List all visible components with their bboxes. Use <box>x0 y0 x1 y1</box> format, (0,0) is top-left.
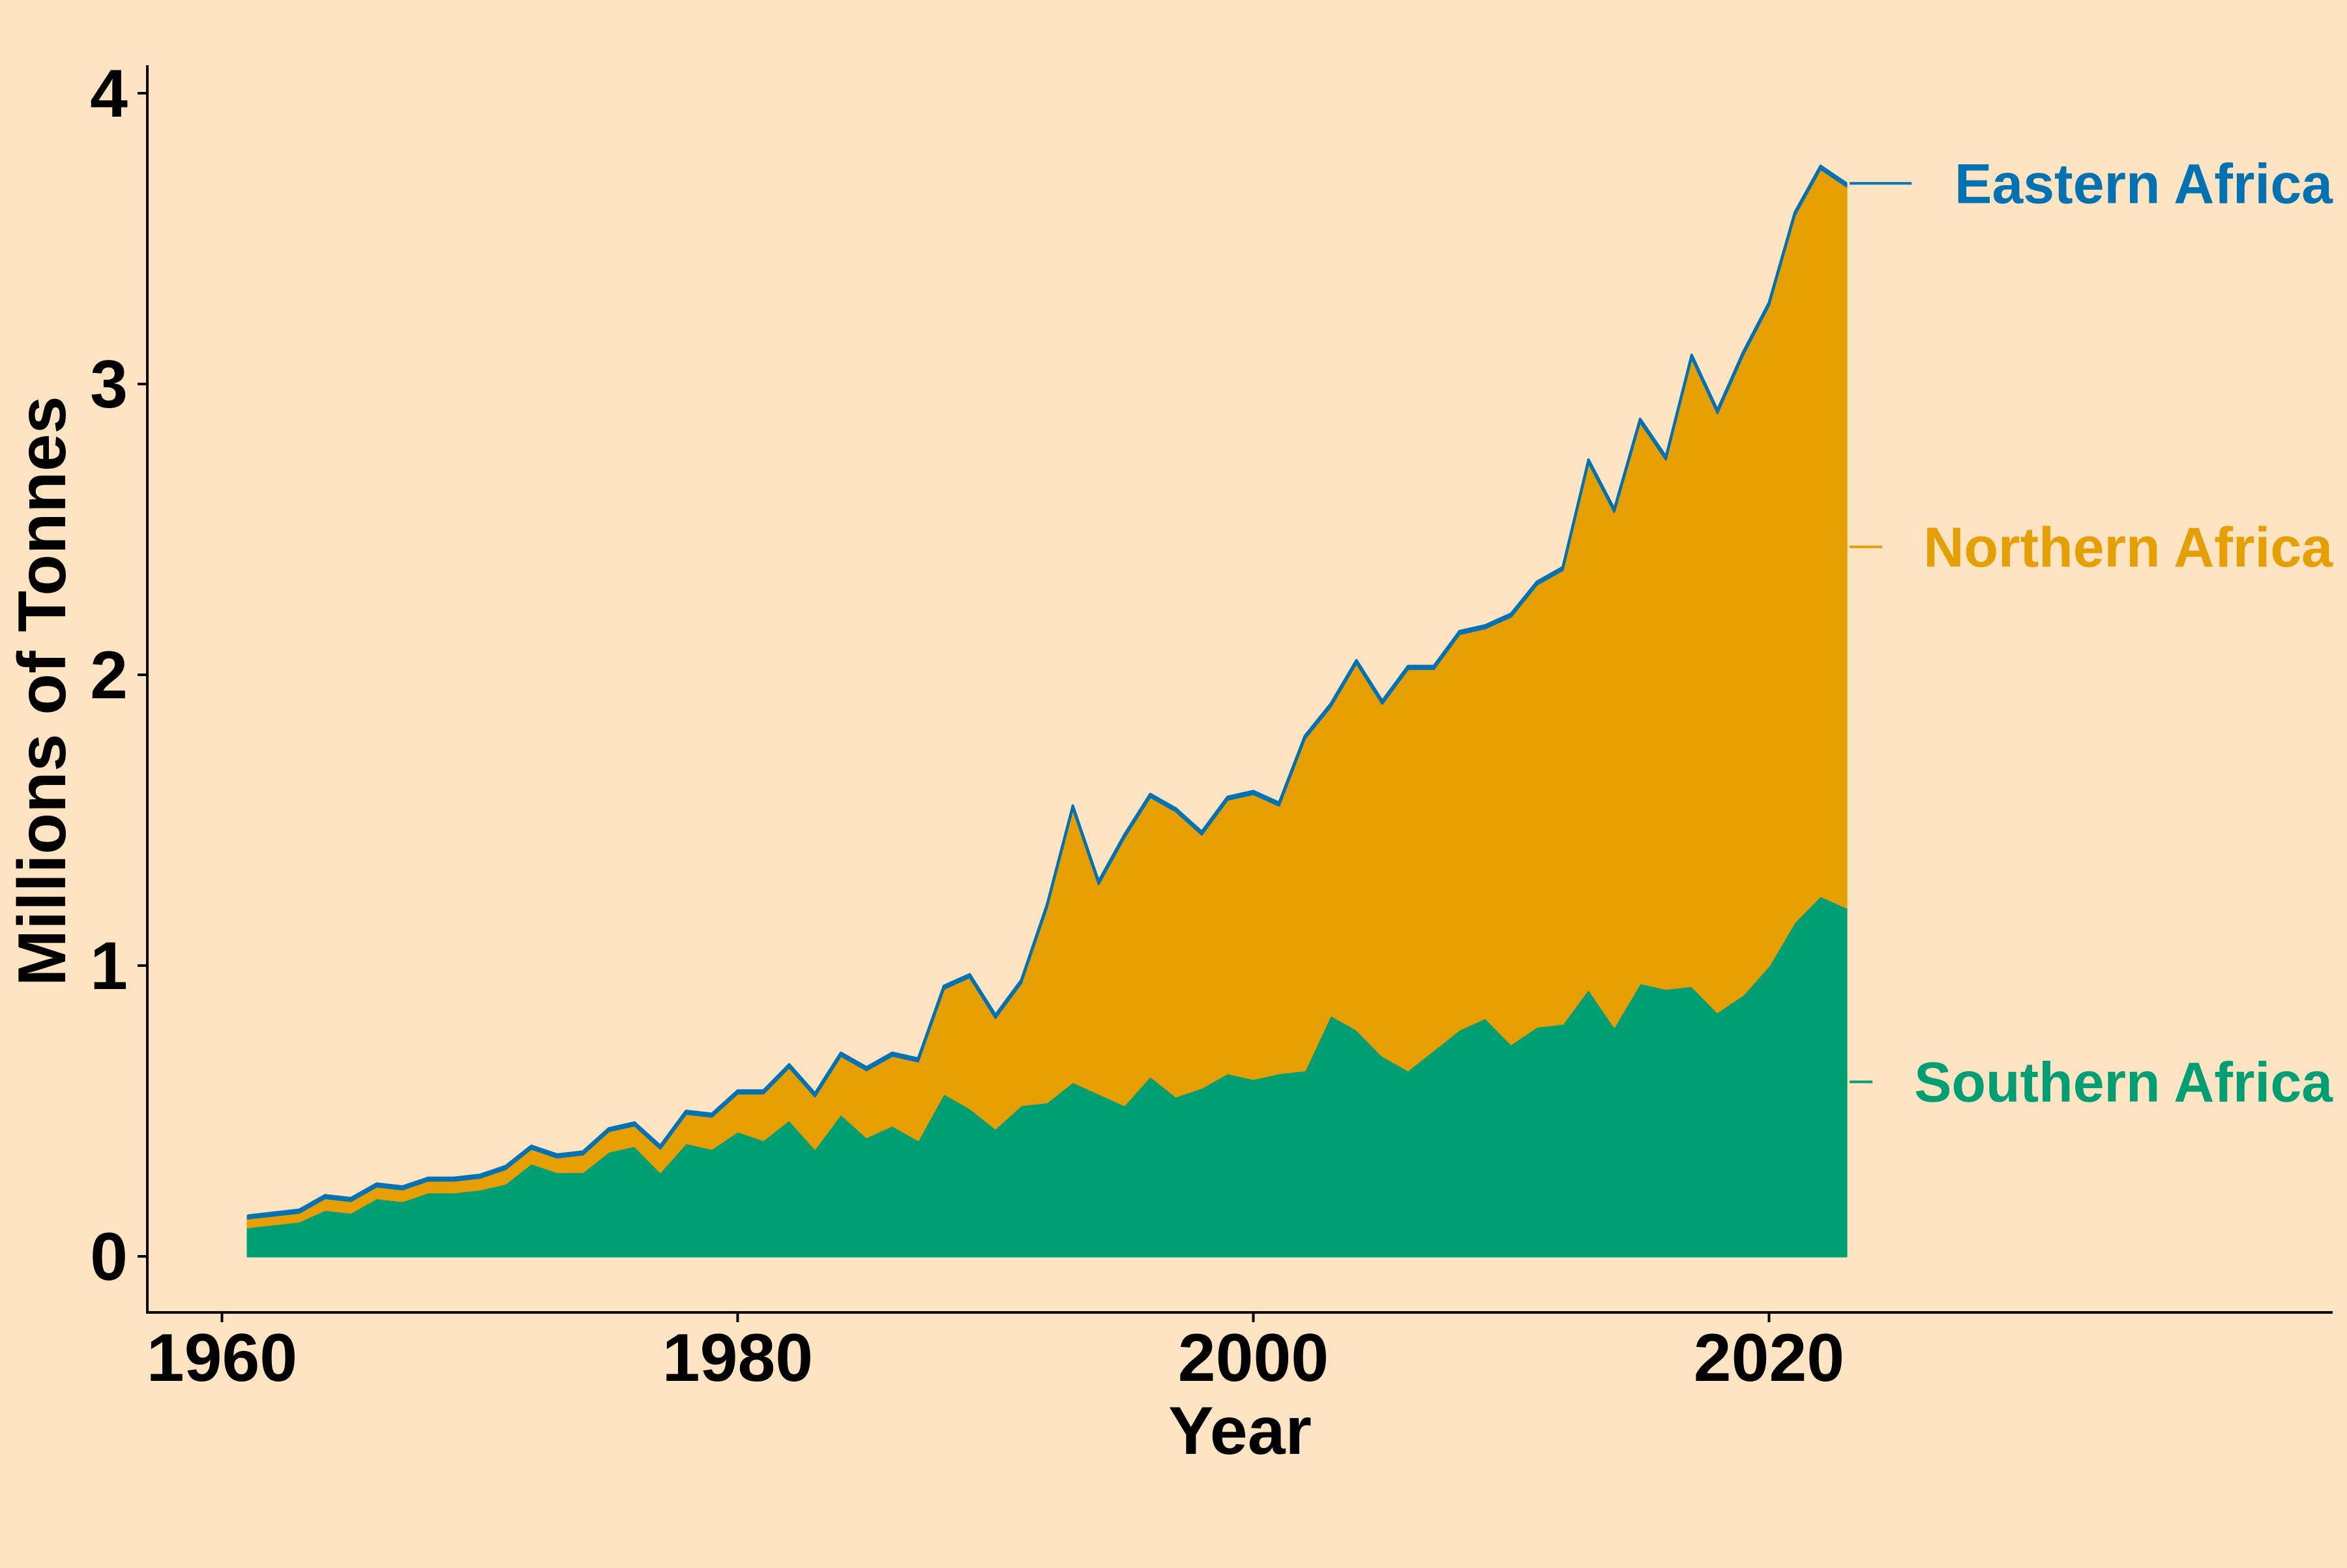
y-tick-label: 3 <box>90 347 128 422</box>
y-tick-label: 1 <box>90 928 128 1004</box>
axes-layer <box>146 65 2333 1314</box>
ticks-layer: 1960 1980 2000 2020 0 1 2 3 4 <box>90 56 1844 1396</box>
line-eastern-africa <box>247 164 1848 1217</box>
x-tick-label: 1960 <box>147 1320 297 1396</box>
series-labels-layer: Eastern Africa Northern Africa Southern Af… <box>1850 153 2333 1114</box>
series-label-northern-africa: Northern Africa <box>1923 516 2333 579</box>
y-tick-label: 4 <box>90 56 128 132</box>
series-label-southern-africa: Southern Africa <box>1914 1051 2333 1114</box>
x-axis-title: Year <box>1168 1393 1312 1469</box>
areas-layer <box>246 164 1848 1258</box>
x-tick-label: 2020 <box>1694 1320 1844 1396</box>
y-tick-label: 0 <box>90 1219 128 1295</box>
y-tick-label: 2 <box>90 638 128 713</box>
x-tick-label: 1980 <box>662 1320 813 1396</box>
y-axis-title: Millions of Tonnes <box>5 396 80 986</box>
x-tick-label: 2000 <box>1178 1320 1329 1396</box>
series-label-eastern-africa: Eastern Africa <box>1955 153 2333 215</box>
